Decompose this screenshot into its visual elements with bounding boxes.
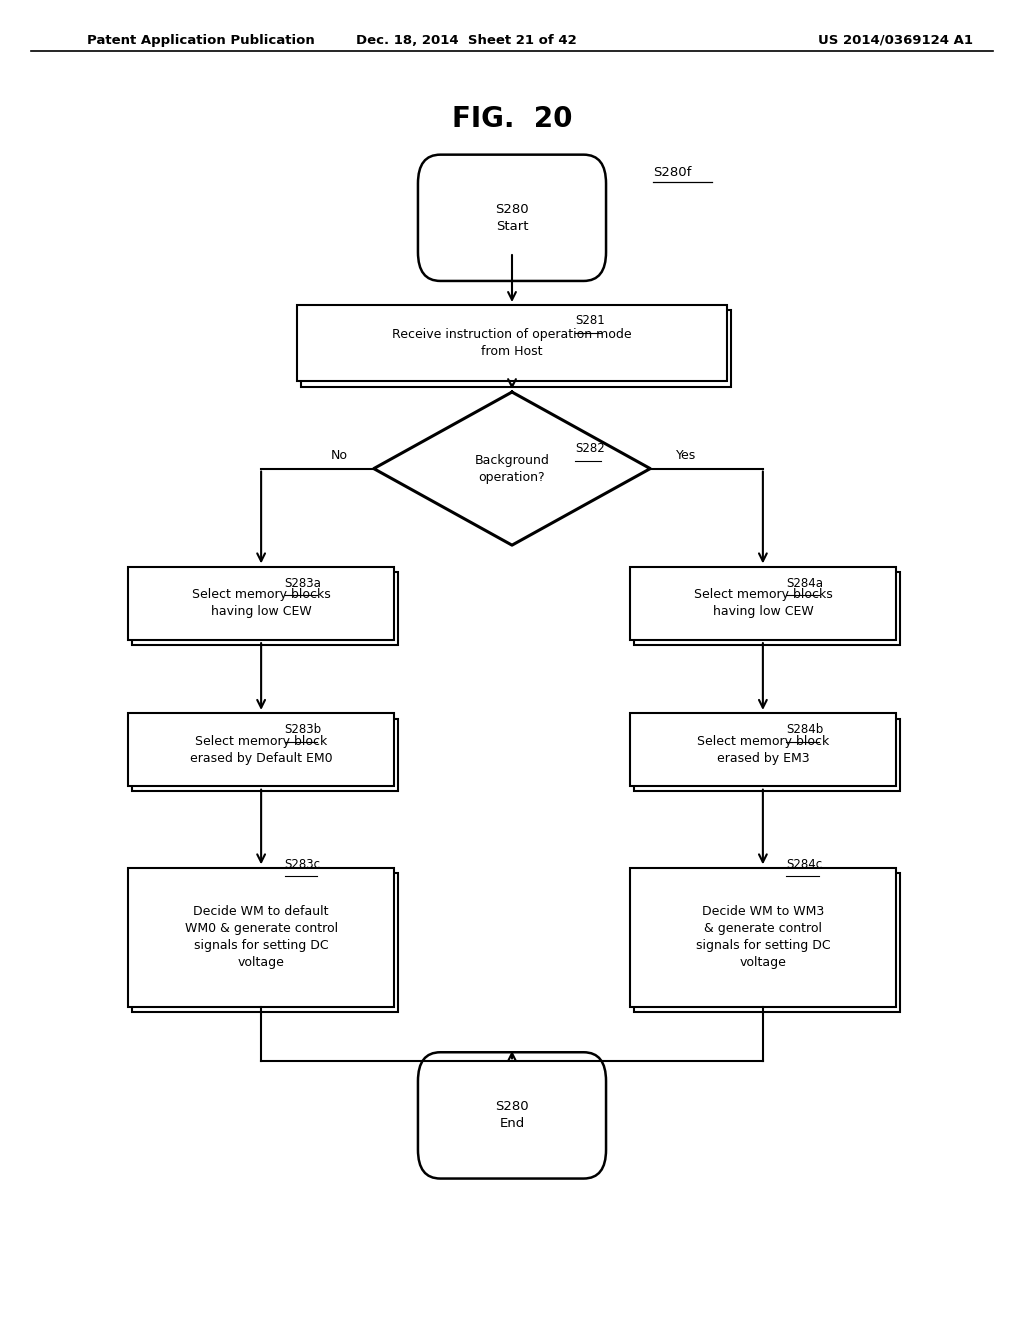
Bar xyxy=(128,869,394,1006)
Text: S284b: S284b xyxy=(786,723,823,737)
Bar xyxy=(630,713,896,787)
Text: No: No xyxy=(331,449,348,462)
Polygon shape xyxy=(374,392,650,545)
Text: Decide WM to default
WM0 & generate control
signals for setting DC
voltage: Decide WM to default WM0 & generate cont… xyxy=(184,906,338,969)
Text: S283b: S283b xyxy=(285,723,322,737)
Text: Select memory blocks
having low CEW: Select memory blocks having low CEW xyxy=(693,589,833,618)
Text: Background
operation?: Background operation? xyxy=(474,454,550,483)
Text: Patent Application Publication: Patent Application Publication xyxy=(87,34,314,46)
Text: Dec. 18, 2014  Sheet 21 of 42: Dec. 18, 2014 Sheet 21 of 42 xyxy=(355,34,577,46)
Text: Yes: Yes xyxy=(676,449,696,462)
Bar xyxy=(634,874,900,1011)
Text: Select memory blocks
having low CEW: Select memory blocks having low CEW xyxy=(191,589,331,618)
Bar xyxy=(301,310,731,387)
Text: FIG.  20: FIG. 20 xyxy=(452,104,572,133)
Bar xyxy=(634,572,900,644)
Text: S284a: S284a xyxy=(786,577,823,590)
Text: S283a: S283a xyxy=(285,577,322,590)
Bar xyxy=(132,572,398,644)
Text: S282: S282 xyxy=(575,442,605,455)
Text: Decide WM to WM3
& generate control
signals for setting DC
voltage: Decide WM to WM3 & generate control sign… xyxy=(695,906,830,969)
Text: S283c: S283c xyxy=(285,858,321,871)
Bar xyxy=(132,718,398,792)
Text: Receive instruction of operation mode
from Host: Receive instruction of operation mode fr… xyxy=(392,329,632,358)
Bar xyxy=(634,718,900,792)
Text: S284c: S284c xyxy=(786,858,822,871)
Text: Select memory block
erased by EM3: Select memory block erased by EM3 xyxy=(696,735,829,764)
FancyBboxPatch shape xyxy=(418,1052,606,1179)
Text: US 2014/0369124 A1: US 2014/0369124 A1 xyxy=(818,34,974,46)
Bar xyxy=(128,713,394,787)
Text: S280
End: S280 End xyxy=(496,1101,528,1130)
Bar xyxy=(297,305,727,381)
FancyBboxPatch shape xyxy=(418,154,606,281)
Text: S280f: S280f xyxy=(653,166,691,180)
Bar xyxy=(132,874,398,1011)
Bar xyxy=(630,869,896,1006)
Text: Select memory block
erased by Default EM0: Select memory block erased by Default EM… xyxy=(189,735,333,764)
Text: S281: S281 xyxy=(575,314,605,327)
Text: S280
Start: S280 Start xyxy=(496,203,528,232)
Bar xyxy=(630,568,896,639)
Bar xyxy=(128,568,394,639)
